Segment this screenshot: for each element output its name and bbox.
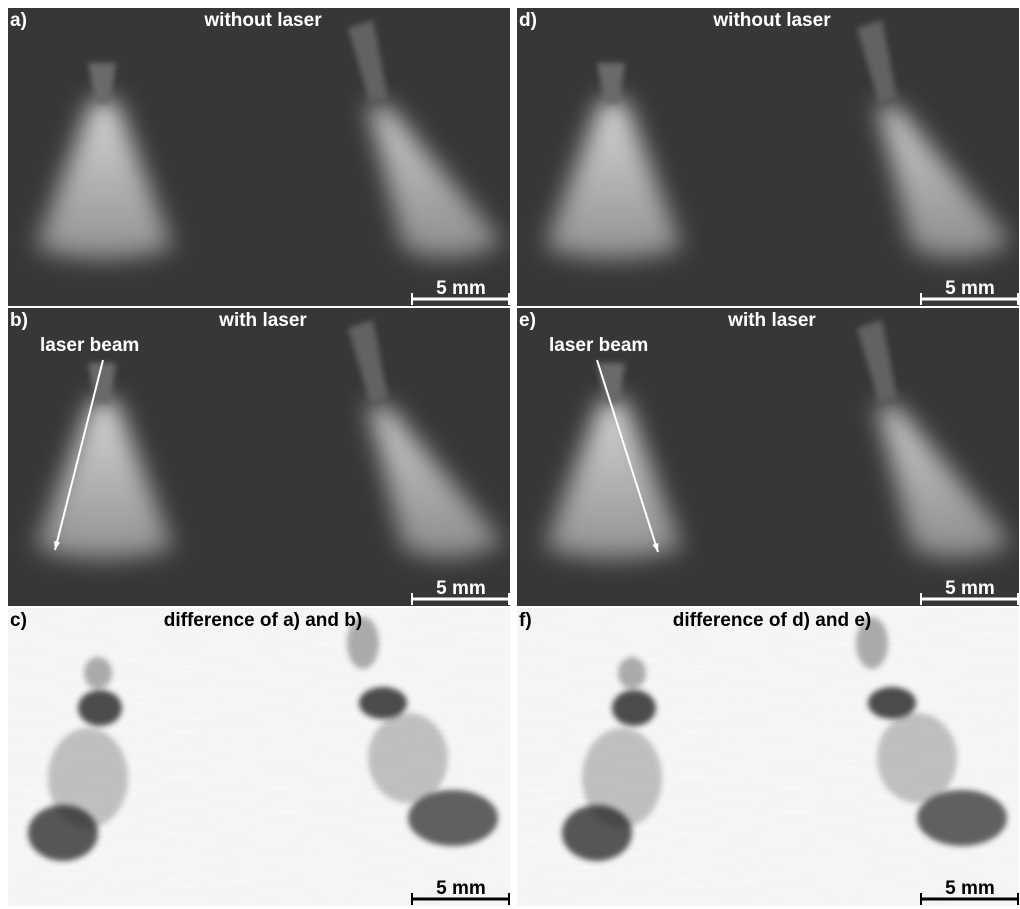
scale-bar-label: 5 mm [436, 578, 486, 599]
scale-bar-label: 5 mm [436, 878, 486, 899]
panel: f) difference of d) and e) 5 mm [517, 608, 1019, 906]
panel-label: e) [519, 310, 536, 331]
image [8, 608, 510, 906]
difference-blob [78, 690, 122, 726]
panel-label: b) [10, 310, 28, 331]
difference-blob [618, 657, 646, 689]
scale-bar-label: 5 mm [945, 278, 995, 299]
panel-title: difference of d) and e) [673, 610, 871, 631]
scale-bar-label: 5 mm [945, 878, 995, 899]
panel: c) difference of a) and b) 5 mm [8, 608, 510, 906]
image [517, 608, 1019, 906]
panel: b) with laser 5 mm laser beam [8, 308, 510, 606]
panel: d) without laser 5 mm [517, 8, 1019, 306]
difference-blob [612, 690, 656, 726]
panel-label: f) [519, 610, 532, 631]
difference-blob [368, 713, 448, 803]
panel-title: without laser [203, 10, 322, 31]
image [8, 8, 510, 306]
panel: e) with laser 5 mm laser beam [517, 308, 1019, 606]
panel-label: a) [10, 10, 27, 31]
panel-title: difference of a) and b) [164, 610, 362, 631]
panel-title: with laser [727, 310, 816, 331]
difference-blob [48, 728, 128, 828]
annotation: laser beam [40, 335, 139, 356]
panel-label: d) [519, 10, 537, 31]
figure: a) without laser 5 mm b) with laser 5 mm laser… [0, 0, 1020, 909]
difference-blob [84, 657, 112, 689]
scale-bar-label: 5 mm [436, 278, 486, 299]
panel-title: with laser [218, 310, 307, 331]
scale-bar-label: 5 mm [945, 578, 995, 599]
difference-blob [582, 728, 662, 828]
image [517, 8, 1019, 306]
difference-blob [877, 713, 957, 803]
panel: a) without laser 5 mm [8, 8, 510, 306]
panel-label: c) [10, 610, 27, 631]
annotation: laser beam [549, 335, 648, 356]
panel-title: without laser [712, 10, 831, 31]
